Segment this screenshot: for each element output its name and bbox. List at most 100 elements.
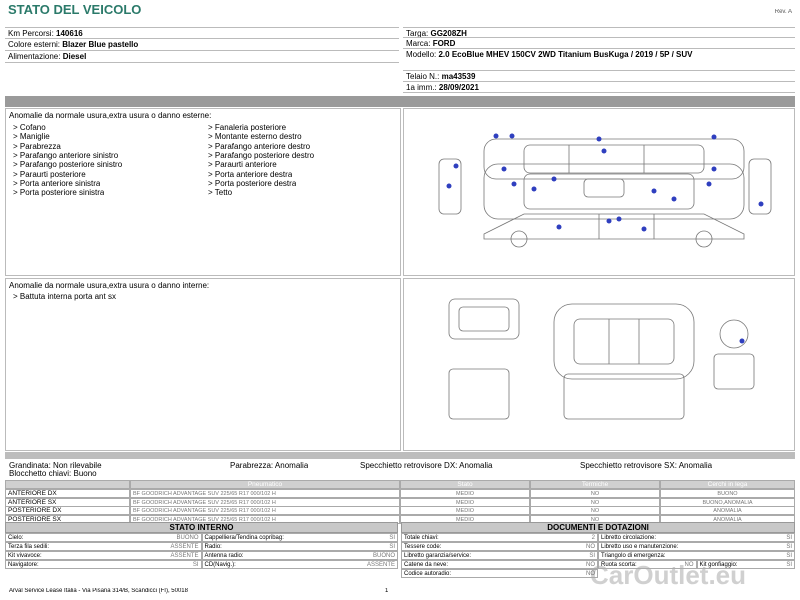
- table-title: STATO INTERNO: [5, 522, 398, 533]
- cell-value: BUONO: [372, 553, 395, 559]
- info-label: 1a imm.:: [406, 83, 437, 92]
- interior-diagram-panel: [403, 278, 795, 451]
- exterior-item: > Porta anteriore sinistra: [13, 178, 101, 188]
- watermark: CarOutlet.eu: [590, 560, 747, 590]
- table-cell: Radio: SI: [201, 542, 398, 551]
- footer-address: Arval Service Lease Italia - Via Pisana …: [9, 588, 188, 594]
- table-cell: Totale chiavi: 2: [401, 533, 598, 542]
- info-label: Marca:: [406, 39, 431, 48]
- info-label: Modello:: [406, 50, 437, 59]
- doc-title: STATO DEL VEICOLO: [8, 2, 142, 17]
- check-value: Non rilevabile: [53, 462, 102, 470]
- exterior-item: > Cofano: [13, 123, 46, 132]
- cell-label: Tessere code:: [404, 544, 442, 550]
- table-cell: Libretto garanzia/service: SI: [401, 551, 598, 560]
- info-value: 2.0 EcoBlue MHEV 150CV 2WD Titanium BusK…: [438, 50, 693, 59]
- cell-label: Libretto circolazione:: [601, 535, 657, 541]
- exterior-title: Anomalie da normale usura,extra usura o …: [9, 111, 212, 120]
- interior-item: > Battuta interna porta ant sx: [13, 292, 116, 301]
- check-item: Specchietto retrovisore DX: Anomalia: [360, 462, 493, 470]
- cell-value: SI: [786, 544, 792, 550]
- table-cell: Terza fila sedili: ASSENTE: [5, 542, 202, 551]
- table-cell: Libretto uso e manutenzione: SI: [598, 542, 795, 551]
- exterior-item: > Fanaleria posteriore: [208, 123, 287, 132]
- interior-diagram: [448, 298, 755, 420]
- exterior-diagram: [438, 133, 772, 248]
- info-value: 140616: [56, 29, 83, 38]
- table-cell: Codice autoradio: NO: [401, 569, 598, 578]
- cell-label: Radio:: [204, 544, 222, 550]
- check-item: Grandinata: Non rilevabile: [9, 462, 102, 470]
- check-label: Grandinata:: [9, 462, 51, 470]
- cell-label: Kit vivavoce:: [8, 553, 42, 559]
- exterior-text-panel: [5, 108, 401, 276]
- cell-value: SI: [786, 553, 792, 559]
- cell-value: NO: [684, 562, 694, 568]
- info-value: Diesel: [62, 52, 87, 61]
- cell-label: Terza fila sedili:: [8, 544, 50, 550]
- cell-value: SI: [389, 535, 395, 541]
- info-value: FORD: [432, 39, 456, 48]
- section-bar: [5, 452, 795, 459]
- cell-value: SI: [389, 544, 395, 550]
- table-cell: Kit gonfiaggio: SI: [696, 560, 795, 569]
- interior-title: Anomalie da normale usura,extra usura o …: [9, 281, 210, 290]
- table-cell: Triangolo di emergenza: SI: [598, 551, 795, 560]
- table-cell: Libretto circolazione: SI: [598, 533, 795, 542]
- cell-value: SI: [192, 562, 199, 568]
- cell-label: Catene da neve:: [404, 562, 449, 568]
- info-value: GG208ZH: [430, 29, 467, 38]
- info-label: Km Percorsi:: [8, 29, 54, 38]
- info-label: Colore esterni:: [8, 40, 61, 49]
- exterior-item: > Paraurti anteriore: [208, 160, 277, 170]
- exterior-item: > Paraurti posteriore: [13, 169, 86, 179]
- info-row: Km Percorsi: 140616: [5, 27, 399, 39]
- cell-label: Libretto uso e manutenzione:: [601, 544, 679, 550]
- check-value: Anomalia: [678, 462, 713, 470]
- check-value: Anomalia: [274, 462, 309, 470]
- info-row: 1a imm.: 28/09/2021: [403, 82, 795, 93]
- cell-label: Cielo:: [8, 535, 24, 541]
- exterior-item: > Parafango posteriore sinistro: [13, 160, 123, 170]
- exterior-item: > Parafango posteriore destro: [208, 150, 315, 160]
- exterior-diagram-panel: [403, 108, 795, 276]
- cell-value: NO: [586, 544, 595, 550]
- cell-value: 2: [591, 535, 595, 541]
- info-row: Alimentazione: Diesel: [5, 51, 399, 63]
- tyre-header: Cerchi in lega: [660, 480, 795, 489]
- tyre-header: Stato: [400, 480, 530, 489]
- cell-label: Totale chiavi:: [404, 535, 439, 541]
- cell-label: Kit gonfiaggio:: [699, 562, 738, 568]
- info-value: 28/09/2021: [438, 83, 479, 92]
- cell-label: Codice autoradio:: [404, 571, 452, 577]
- check-label: Specchietto retrovisore SX:: [580, 462, 677, 470]
- cell-value: SI: [589, 553, 595, 559]
- info-row: Marca: FORD: [403, 38, 795, 49]
- cell-label: CD(Navig.):: [204, 562, 236, 568]
- damage-dot: [739, 338, 745, 344]
- footer-page: 1: [385, 588, 389, 594]
- cell-value: NO: [586, 562, 595, 568]
- info-value: ma43539: [441, 72, 476, 81]
- info-row: Modello: 2.0 EcoBlue MHEV 150CV 2WD Tita…: [403, 49, 795, 71]
- exterior-item: > Tetto: [208, 188, 233, 198]
- revision: Rev. A: [774, 9, 792, 15]
- check-label: Blocchetto chiavi:: [9, 470, 72, 478]
- cell-label: Ruota scorta:: [601, 562, 637, 568]
- table-cell: Cappelliera/Tendina copribag: SI: [201, 533, 398, 542]
- exterior-item: > Parafango anteriore sinistro: [13, 150, 119, 160]
- check-item: Specchietto retrovisore SX: Anomalia: [580, 462, 712, 470]
- info-label: Alimentazione:: [8, 52, 61, 61]
- check-label: Specchietto retrovisore DX:: [360, 462, 458, 470]
- cell-value: NO: [586, 571, 595, 577]
- table-cell: Navigatore: SI: [5, 560, 202, 569]
- check-item: Blocchetto chiavi: Buono: [9, 470, 97, 478]
- exterior-item: > Porta anteriore destra: [208, 169, 293, 179]
- tyre-header: Pneumatico: [130, 480, 400, 489]
- exterior-item: > Parafango anteriore destro: [208, 141, 311, 151]
- info-row: Targa: GG208ZH: [403, 27, 795, 38]
- tyre-header: [5, 480, 130, 489]
- table-cell: Catene da neve: NO: [401, 560, 598, 569]
- table-cell: Ruota scorta: NO: [598, 560, 697, 569]
